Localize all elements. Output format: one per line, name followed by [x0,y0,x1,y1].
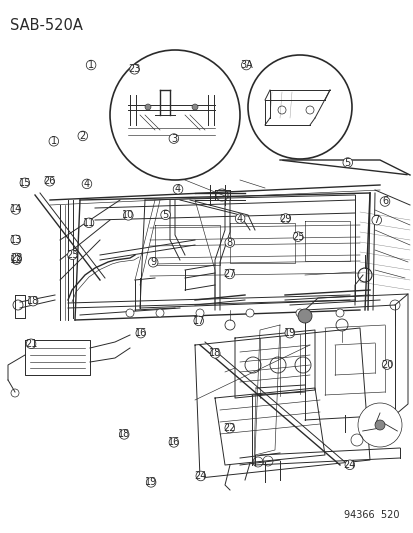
Circle shape [12,255,21,264]
Circle shape [156,309,164,317]
Circle shape [49,136,59,146]
Circle shape [381,360,391,369]
Circle shape [135,328,145,338]
Circle shape [241,60,251,70]
Text: 6: 6 [381,197,387,206]
Text: 23: 23 [128,64,140,74]
Text: 5: 5 [344,158,350,167]
Circle shape [86,60,96,70]
Circle shape [45,176,55,186]
Circle shape [126,309,134,317]
Text: 20: 20 [380,360,392,369]
Circle shape [160,210,170,220]
Circle shape [210,349,220,358]
Text: 24: 24 [343,460,355,470]
Text: 10: 10 [122,211,134,220]
Circle shape [192,104,197,110]
Text: 1: 1 [51,136,57,146]
Circle shape [379,197,389,206]
Text: 25: 25 [66,250,78,260]
Circle shape [82,179,92,189]
Text: 11: 11 [83,218,95,228]
Circle shape [110,50,240,180]
Circle shape [224,238,234,247]
Circle shape [148,257,158,267]
Text: 19: 19 [145,478,157,487]
Circle shape [224,269,234,279]
Text: 29: 29 [279,214,291,223]
Text: 9: 9 [150,257,156,267]
Text: 19: 19 [283,328,295,338]
Circle shape [146,478,156,487]
Text: 3: 3 [171,134,176,143]
Circle shape [12,253,21,263]
Text: 13: 13 [9,235,22,245]
Text: 1: 1 [88,60,94,70]
Circle shape [284,328,294,338]
Circle shape [26,339,36,349]
Circle shape [173,184,183,194]
Text: 4: 4 [175,184,180,194]
Circle shape [169,134,178,143]
Circle shape [342,158,352,167]
Circle shape [67,250,77,260]
Circle shape [235,214,244,223]
Circle shape [11,235,21,245]
Text: 7: 7 [373,215,379,225]
Text: 4: 4 [237,214,242,223]
Text: 5: 5 [162,210,169,220]
Text: 4: 4 [84,179,90,189]
Circle shape [292,232,302,241]
Text: 24: 24 [194,471,206,481]
Circle shape [193,316,203,326]
Text: 17: 17 [192,316,204,326]
Circle shape [224,423,234,433]
Circle shape [169,438,178,447]
Text: 15: 15 [19,178,31,188]
Text: 22: 22 [223,423,235,433]
Circle shape [371,215,381,225]
Text: 27: 27 [223,269,235,279]
Text: 18: 18 [27,296,39,306]
Circle shape [247,55,351,159]
Text: 94366  520: 94366 520 [344,510,399,520]
Text: 25: 25 [291,232,304,241]
Circle shape [295,309,303,317]
Circle shape [129,64,139,74]
Circle shape [297,309,311,323]
Text: SAB-520A: SAB-520A [10,18,83,33]
Text: 12: 12 [10,255,23,264]
Circle shape [195,471,205,481]
Circle shape [195,309,204,317]
Circle shape [374,420,384,430]
Text: 16: 16 [134,328,147,338]
Circle shape [28,296,38,306]
Text: 21: 21 [25,339,37,349]
Circle shape [11,205,21,214]
Circle shape [335,309,343,317]
Circle shape [280,214,290,223]
Circle shape [344,460,354,470]
Circle shape [245,309,254,317]
Text: 2: 2 [79,131,86,141]
Circle shape [20,178,30,188]
Text: 26: 26 [43,176,56,186]
Circle shape [119,430,129,439]
Circle shape [357,403,401,447]
Text: 18: 18 [209,349,221,358]
Text: 16: 16 [167,438,180,447]
Text: 8: 8 [226,238,232,247]
Circle shape [78,131,88,141]
Text: 3A: 3A [240,60,252,70]
Circle shape [123,211,133,220]
Text: 14: 14 [9,205,22,214]
Text: 28: 28 [10,253,23,263]
Circle shape [84,218,94,228]
Text: 18: 18 [118,430,130,439]
Circle shape [145,104,151,110]
